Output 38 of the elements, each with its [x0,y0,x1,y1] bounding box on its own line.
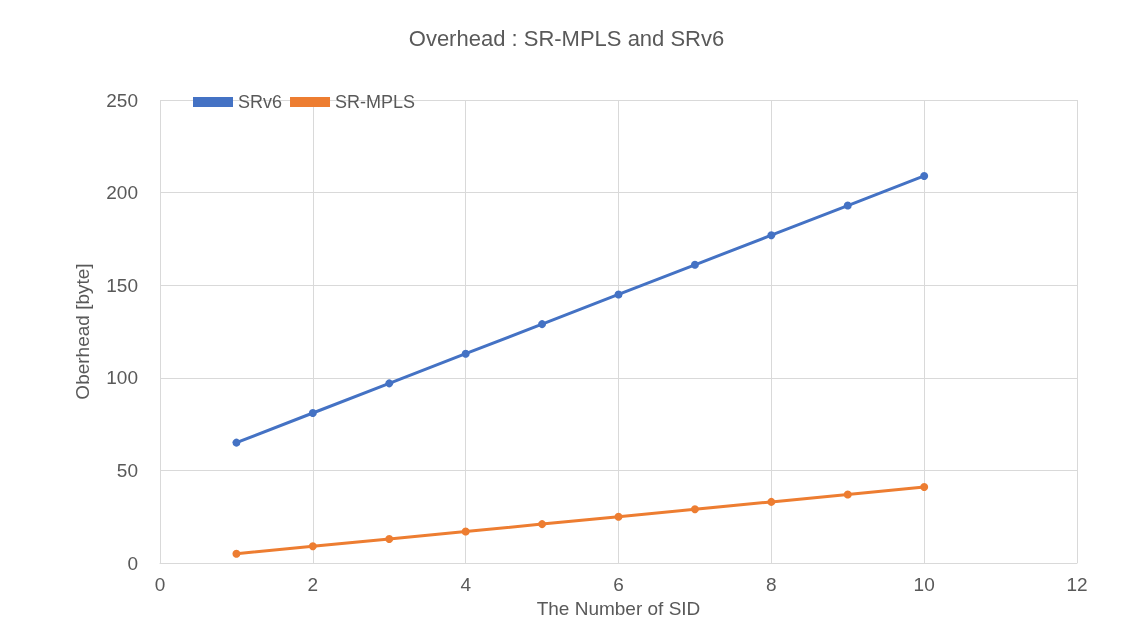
point [767,497,776,506]
x-tick-label: 6 [613,574,624,595]
point [614,290,623,299]
x-tick-label: 8 [766,574,777,595]
point [690,505,699,514]
point [232,549,241,558]
point [843,201,852,210]
point [461,527,470,536]
y-tick-label: 50 [116,459,138,481]
point [385,534,394,543]
x-tick-label: 0 [154,574,166,595]
point [308,408,317,417]
y-tick-label: 250 [106,89,138,111]
point [767,231,776,240]
point [461,349,470,358]
point [538,320,547,329]
point [308,542,317,551]
point [232,438,241,447]
x-tick-label: 4 [460,574,472,595]
point [690,260,699,269]
y-tick-label: 200 [106,182,138,204]
point [614,512,623,521]
y-tick-label: 0 [127,552,138,574]
y-tick-label: 150 [106,274,138,296]
point [920,171,929,180]
point [538,520,547,529]
x-axis-title: The Number of SID [536,597,701,619]
point [843,490,852,499]
legend-label: SRv6 [238,92,283,112]
point [385,379,394,388]
y-tick-label: 100 [106,367,138,389]
y-axis-title: Oberhead [byte] [72,263,93,400]
x-tick-label: 10 [913,574,935,595]
x-tick-label: 12 [1066,574,1088,595]
chart-title: Overhead : SR-MPLS and SRv6 [408,25,725,51]
legend-label: SR-MPLS [335,92,416,112]
x-tick-label: 2 [307,574,319,595]
point [920,483,929,492]
